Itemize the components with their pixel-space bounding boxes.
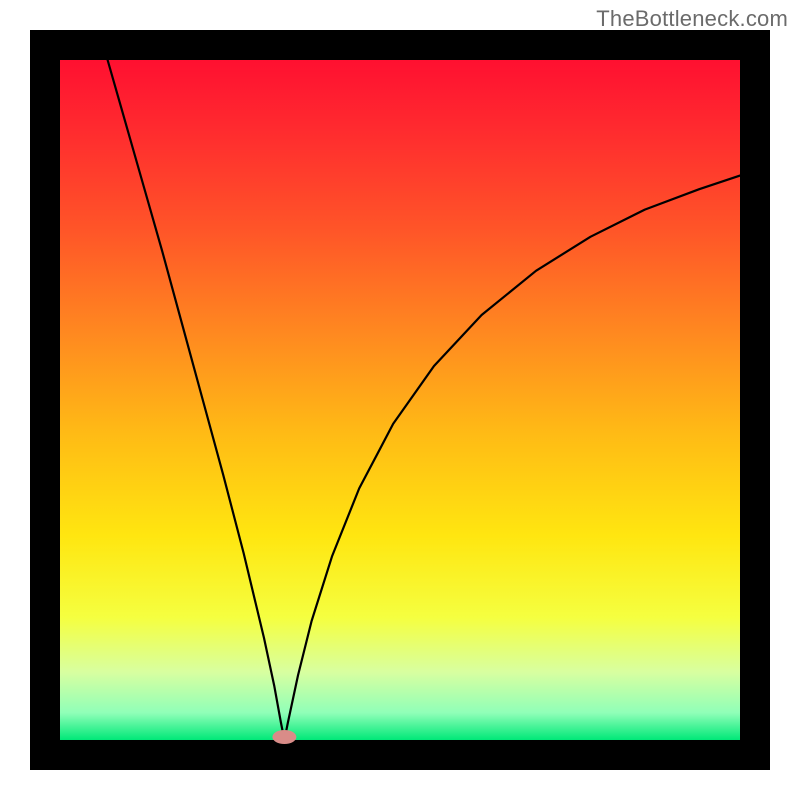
plot-background [60,60,740,740]
bottleneck-chart: TheBottleneck.com [0,0,800,800]
watermark-text: TheBottleneck.com [596,6,788,32]
optimum-marker [272,730,296,744]
chart-svg [0,0,800,800]
